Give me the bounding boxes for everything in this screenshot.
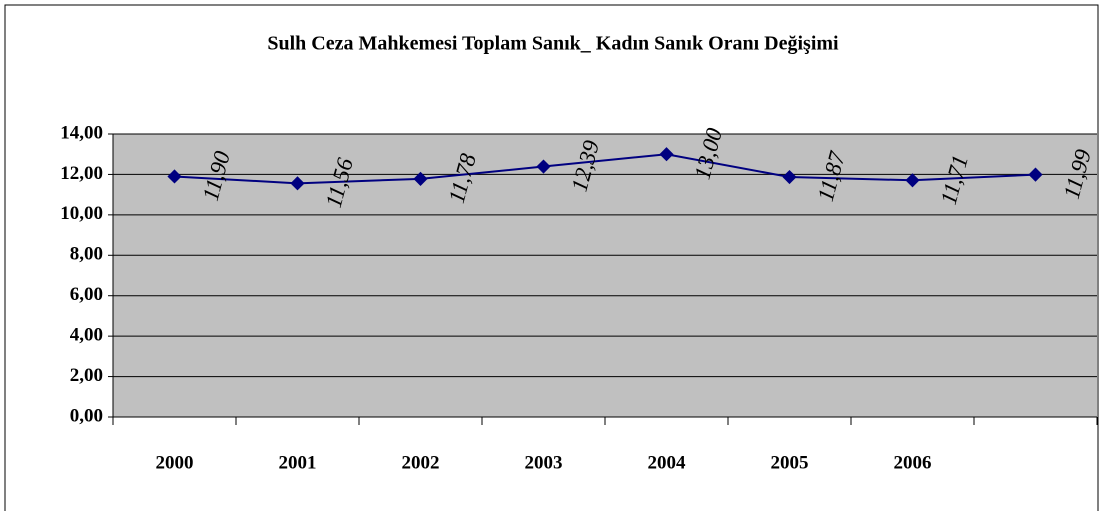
y-tick-label: 4,00 xyxy=(70,325,103,346)
x-tick-label: 2001 xyxy=(279,452,317,473)
marker xyxy=(659,147,674,162)
marker xyxy=(167,169,182,184)
line xyxy=(174,153,1036,185)
y-tick-label: 6,00 xyxy=(70,284,103,305)
marker xyxy=(290,176,305,191)
chart-title: Sulh Ceza Mahkemesi Toplam Sanık_ Kadın … xyxy=(267,33,839,55)
marker xyxy=(536,159,551,174)
x-tick-label: 2004 xyxy=(648,452,687,473)
x-tick-label: 2003 xyxy=(525,452,563,473)
y-tick-label: 2,00 xyxy=(70,365,103,386)
plot-area xyxy=(113,134,1097,417)
y-tick-label: 0,00 xyxy=(70,405,103,426)
x-tick-label: 2002 xyxy=(402,452,440,473)
x-tick-label: 2005 xyxy=(771,452,809,473)
marker xyxy=(1028,167,1043,182)
y-tick-label: 8,00 xyxy=(70,244,103,265)
x-tick-label: 2000 xyxy=(156,452,194,473)
marker xyxy=(413,171,428,186)
y-tick-label: 10,00 xyxy=(60,203,103,224)
marker xyxy=(782,169,797,185)
marker xyxy=(905,173,920,188)
y-tick-label: 12,00 xyxy=(60,163,103,184)
y-tick-label: 14,00 xyxy=(60,122,103,143)
x-tick-label: 2006 xyxy=(894,452,932,473)
